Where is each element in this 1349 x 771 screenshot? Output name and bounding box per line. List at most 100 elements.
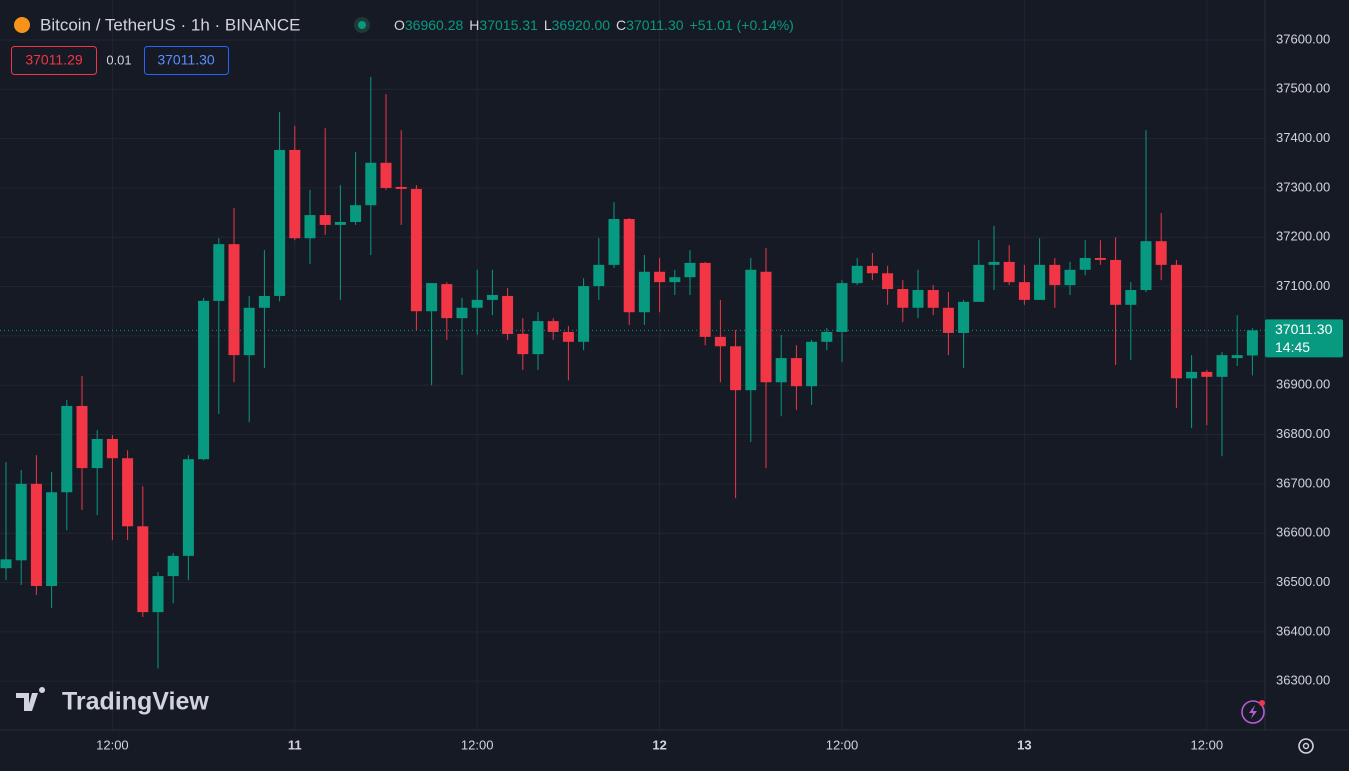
y-tick-label: 36900.00 — [1276, 377, 1330, 392]
candle-body — [106, 438, 118, 459]
candle-body — [426, 283, 438, 312]
candle-body — [198, 300, 210, 460]
candle-body — [806, 341, 818, 387]
candle-body — [1018, 282, 1030, 300]
x-tick-label: 12:00 — [1191, 737, 1224, 752]
candle-body — [319, 215, 331, 225]
candle-body — [1170, 264, 1182, 379]
logo-icon — [16, 687, 46, 711]
x-tick-label: 12:00 — [96, 737, 129, 752]
candle-body — [608, 219, 620, 265]
candle-body — [684, 262, 696, 278]
bid-price: 37011.29 — [25, 52, 83, 68]
ask-price: 37011.30 — [157, 52, 215, 68]
y-tick-label: 37300.00 — [1276, 179, 1330, 194]
candle-body — [0, 559, 12, 569]
alert-bolt — [1249, 705, 1257, 719]
logo: TradingView — [16, 687, 209, 716]
candle-body — [1094, 257, 1106, 260]
alert-icon[interactable] — [1241, 700, 1265, 724]
y-tick-label: 36300.00 — [1276, 673, 1330, 688]
y-tick-label: 37600.00 — [1276, 31, 1330, 46]
status-dot — [358, 21, 366, 29]
candle-body — [517, 333, 529, 355]
o-key: O — [394, 17, 405, 33]
y-tick-label: 36500.00 — [1276, 574, 1330, 589]
candle-body — [638, 271, 650, 313]
candle-body — [745, 269, 757, 391]
candle-body — [228, 244, 240, 356]
y-tick-label: 36800.00 — [1276, 426, 1330, 441]
c-value: 37011.30 — [626, 17, 684, 33]
candle-body — [152, 576, 164, 613]
countdown: 14:45 — [1275, 339, 1310, 355]
candle-body — [274, 149, 286, 296]
candle-body — [122, 458, 134, 527]
candle-body — [46, 492, 58, 586]
candle-body — [91, 438, 103, 469]
x-tick-label: 13 — [1017, 737, 1031, 752]
y-tick-label: 36700.00 — [1276, 475, 1330, 490]
y-tick-label: 36400.00 — [1276, 623, 1330, 638]
candle-body — [988, 261, 1000, 265]
candle-body — [882, 273, 894, 290]
candle-body — [912, 290, 924, 308]
candle-body — [380, 162, 392, 188]
candle-body — [1034, 264, 1046, 300]
coin-icon — [14, 17, 30, 33]
candle-body — [836, 283, 848, 332]
candle-body — [1201, 371, 1213, 377]
candle-body — [958, 301, 970, 333]
candle-body — [456, 307, 468, 319]
bid-box[interactable] — [11, 46, 97, 75]
x-tick-label: 11 — [288, 737, 302, 752]
candle-body — [547, 321, 559, 332]
y-tick-label: 37100.00 — [1276, 278, 1330, 293]
ohlc-header: O36960.28 H37015.31 L36920.00 C37011.30 +51.… — [394, 17, 794, 33]
candle-body — [365, 162, 377, 206]
candle-body — [578, 286, 590, 342]
candle-body — [897, 289, 909, 308]
settings-center — [1302, 742, 1310, 750]
candle-body — [258, 295, 270, 308]
candle-body — [973, 264, 985, 302]
ask-box[interactable] — [144, 46, 229, 75]
candle-body — [1231, 355, 1243, 359]
candle-body — [593, 264, 605, 287]
x-tick-label: 12 — [652, 737, 666, 752]
candle-body — [699, 262, 711, 337]
candle-body — [1140, 241, 1152, 291]
last-price-label: 37011.30 — [1275, 321, 1333, 337]
candle-body — [562, 331, 574, 342]
candle-body — [1110, 259, 1122, 305]
candle-body — [1155, 241, 1167, 265]
candle-body — [760, 271, 772, 383]
candle-body — [350, 205, 362, 222]
candle-body — [851, 265, 863, 284]
candle-body — [532, 321, 544, 355]
candle-body — [669, 277, 681, 283]
candle-body — [502, 295, 514, 334]
candle-body — [471, 299, 483, 308]
candle-body — [441, 284, 453, 319]
alert-badge — [1259, 700, 1265, 706]
candle-body — [775, 358, 787, 383]
candle-body — [167, 555, 179, 577]
candle-body — [1216, 355, 1228, 377]
l-key: L — [544, 17, 552, 33]
candle-body — [304, 215, 316, 239]
y-tick-label: 37400.00 — [1276, 130, 1330, 145]
x-tick-label: 12:00 — [461, 737, 494, 752]
candle-body — [243, 307, 255, 356]
chart-title: Bitcoin / TetherUS · 1h · BINANCE — [40, 15, 300, 34]
candle-body — [395, 186, 407, 189]
candle-body — [137, 526, 149, 613]
settings-icon[interactable] — [1298, 738, 1314, 754]
candle-body — [486, 294, 498, 300]
y-tick-label: 36600.00 — [1276, 525, 1330, 540]
candle-body — [714, 336, 726, 347]
candle-body — [927, 290, 939, 308]
candle-body — [654, 271, 666, 283]
candle-body — [410, 188, 422, 312]
